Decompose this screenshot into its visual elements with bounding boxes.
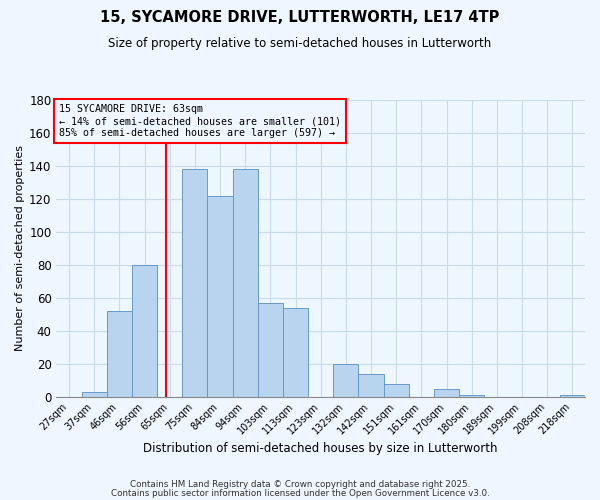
X-axis label: Distribution of semi-detached houses by size in Lutterworth: Distribution of semi-detached houses by … (143, 442, 498, 455)
Bar (82, 392, 107, 397)
Bar (233, 169, 258, 397)
Text: 15 SYCAMORE DRIVE: 63sqm
← 14% of semi-detached houses are smaller (101)
85% of : 15 SYCAMORE DRIVE: 63sqm ← 14% of semi-d… (59, 104, 341, 138)
Bar (208, 196, 233, 397)
Bar (459, 395, 484, 397)
Text: Contains public sector information licensed under the Open Government Licence v3: Contains public sector information licen… (110, 488, 490, 498)
Text: Contains HM Land Registry data © Crown copyright and database right 2025.: Contains HM Land Registry data © Crown c… (130, 480, 470, 489)
Bar (182, 169, 208, 397)
Y-axis label: Number of semi-detached properties: Number of semi-detached properties (15, 146, 25, 352)
Bar (434, 388, 459, 397)
Bar (283, 308, 308, 397)
Bar (258, 303, 283, 397)
Bar (107, 311, 132, 397)
Text: Size of property relative to semi-detached houses in Lutterworth: Size of property relative to semi-detach… (109, 38, 491, 51)
Bar (132, 265, 157, 397)
Bar (383, 384, 409, 397)
Bar (560, 395, 585, 397)
Bar (358, 374, 383, 397)
Text: 15, SYCAMORE DRIVE, LUTTERWORTH, LE17 4TP: 15, SYCAMORE DRIVE, LUTTERWORTH, LE17 4T… (100, 10, 500, 25)
Bar (333, 364, 358, 397)
